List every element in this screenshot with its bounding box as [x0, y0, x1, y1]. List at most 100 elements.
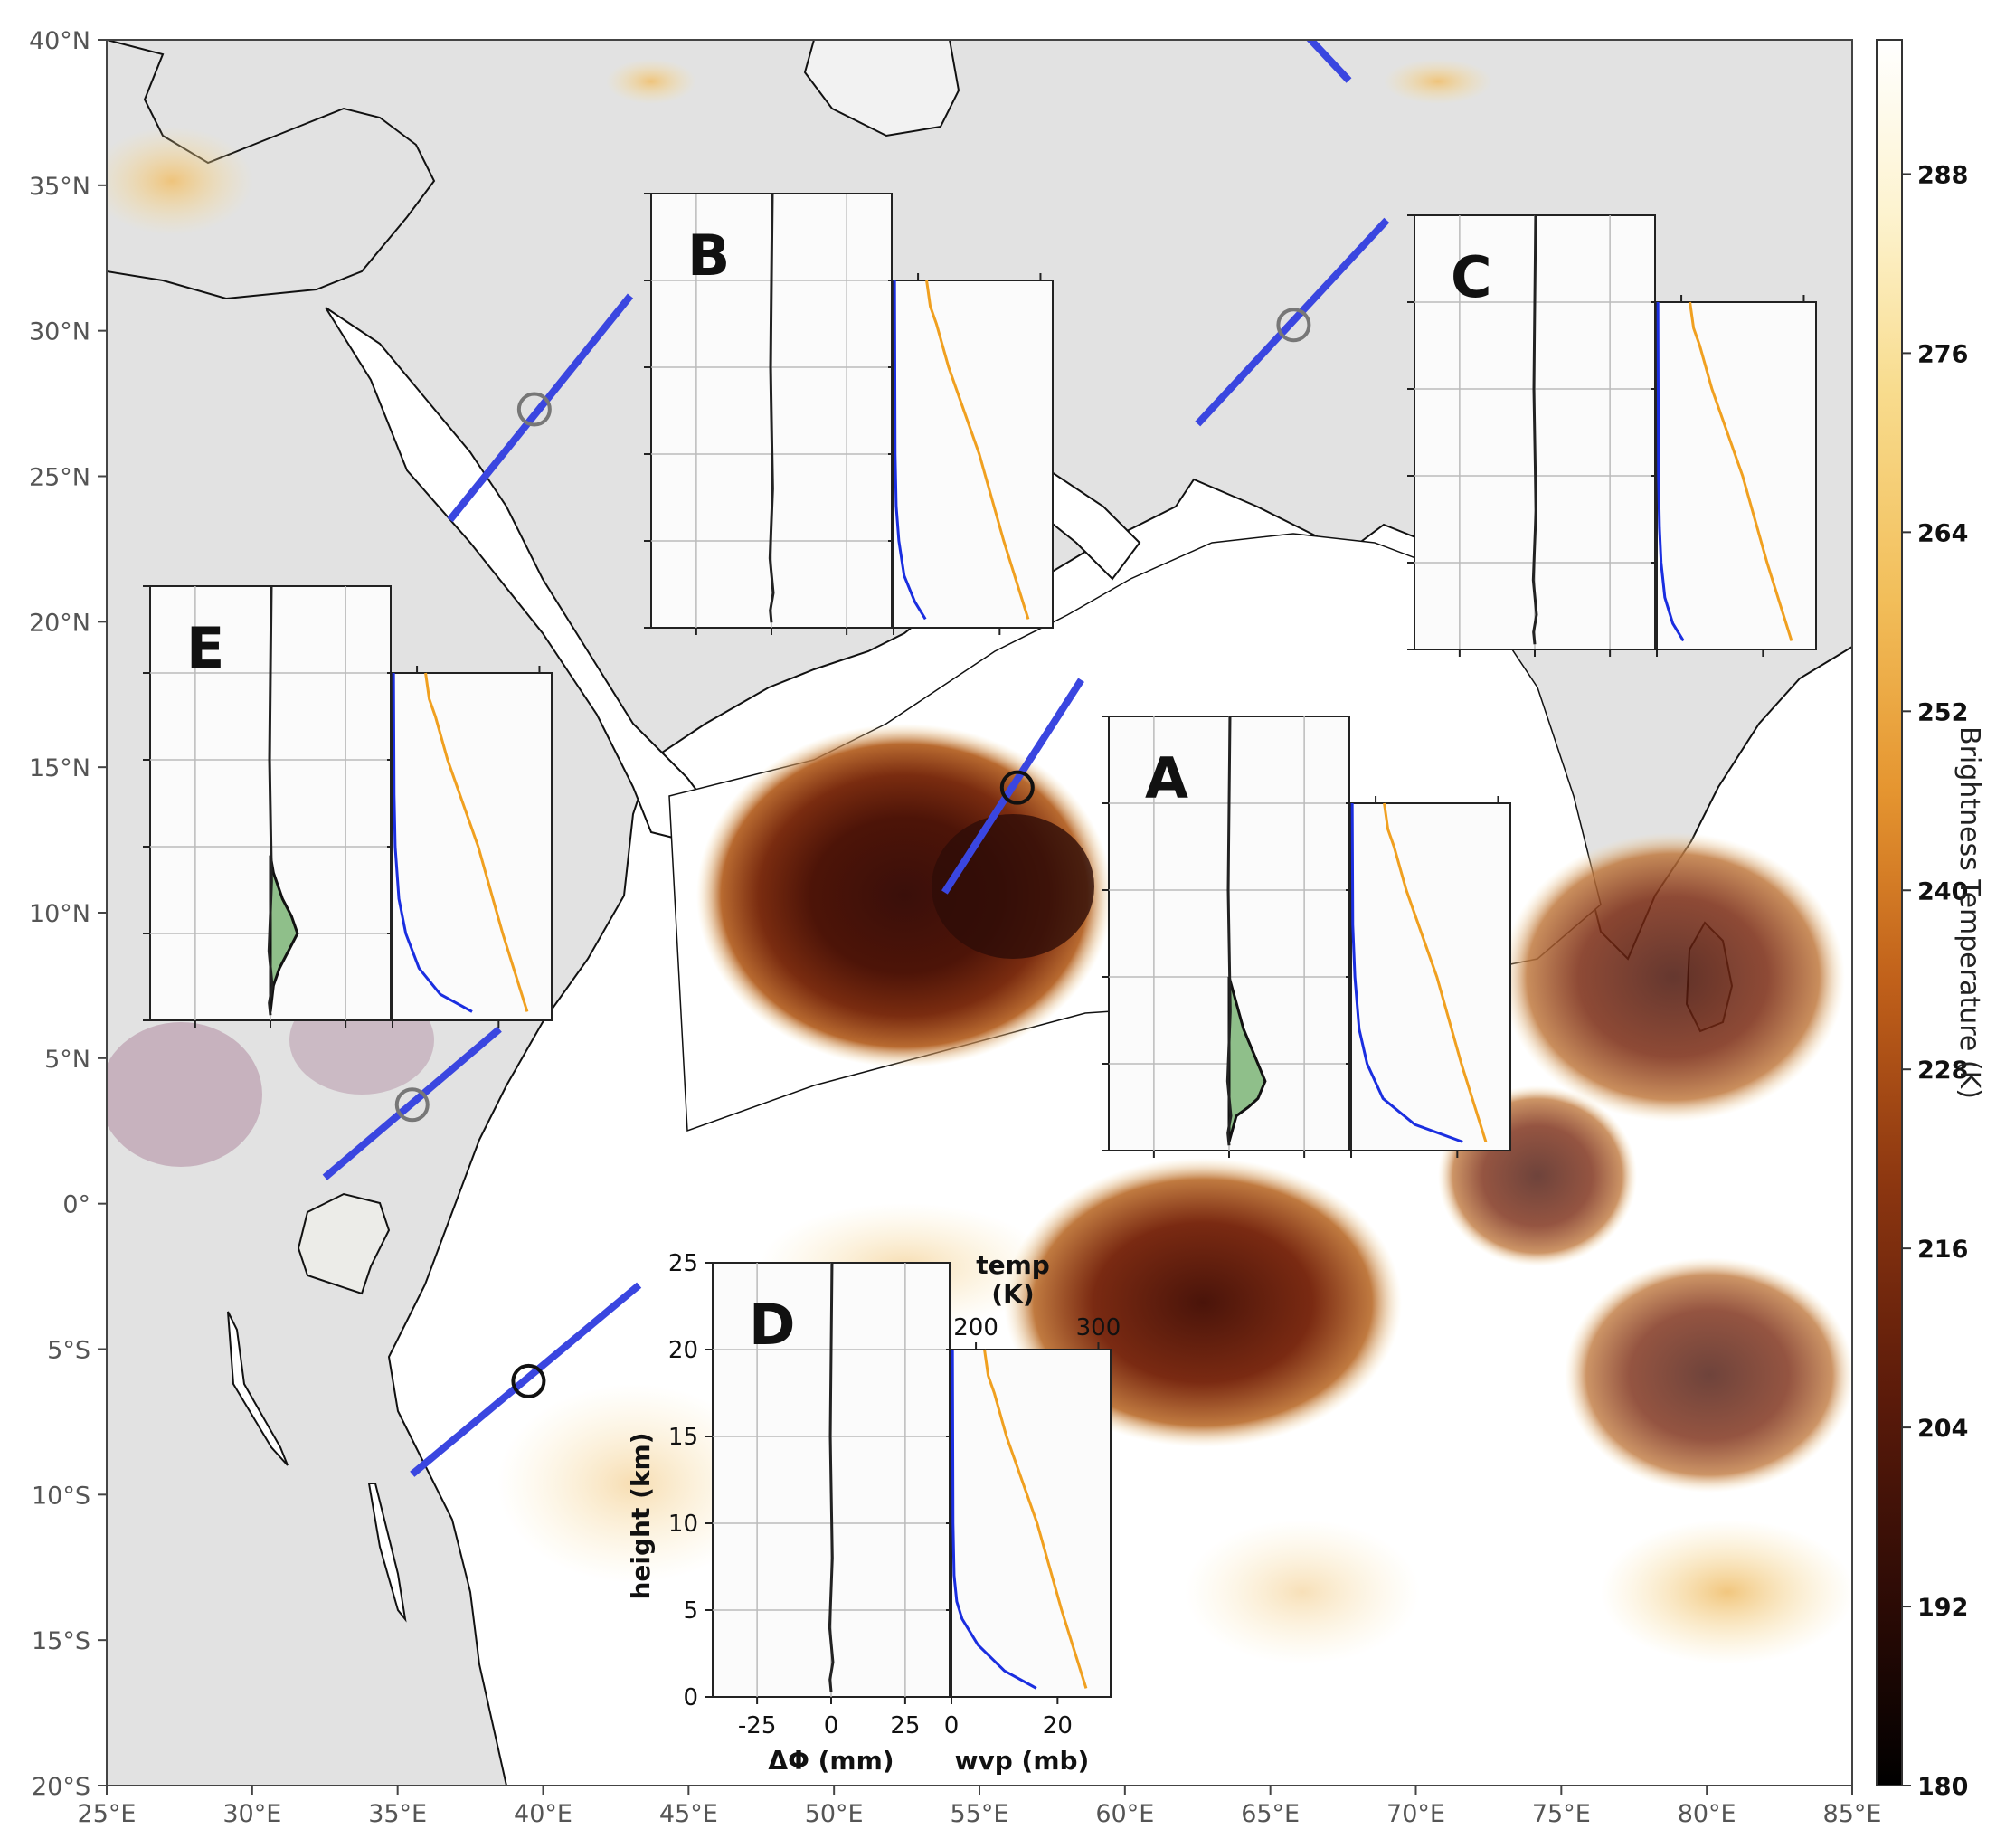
height-tick-label: 0 [683, 1684, 698, 1711]
lon-tick-label: 40°E [514, 1800, 572, 1828]
wvp-profile [893, 280, 927, 621]
colorbar-label: Brightness Temperature (K) [1954, 726, 1985, 1099]
height-tick-label: 10 [668, 1511, 698, 1538]
lon-tick-label: 75°E [1532, 1800, 1591, 1828]
colorbar-ticks: 288 276 264 252 240 228 216 204 192 180 [1902, 161, 1968, 1801]
dphi-tick-label: 0 [824, 1712, 839, 1739]
colorbar-tick-label: 276 [1917, 340, 1968, 368]
inset-d: D 0 5 10 15 20 25 height (km) -25 0 25 ΔΦ (mm) 0 20 wv… [626, 1250, 1121, 1776]
colorbar-tick-label: 288 [1917, 161, 1968, 189]
transect-line [447, 293, 634, 523]
lat-tick-label: 20°S [32, 1773, 90, 1801]
wvp-profile [1350, 802, 1463, 1143]
colorbar-tick-label: 204 [1917, 1415, 1968, 1443]
lon-tick-label: 30°E [222, 1800, 281, 1828]
dphi-line [828, 1262, 835, 1692]
dphi-line [267, 585, 274, 1016]
dphi-tick-label: -25 [738, 1712, 776, 1739]
lat-tick-label: 10°N [29, 900, 90, 928]
height-tick-label: 20 [668, 1337, 698, 1364]
inset-label: A [1145, 745, 1188, 811]
transect-line [1195, 217, 1390, 427]
temp-axis-unit: (K) [991, 1279, 1034, 1309]
wvp-profile [951, 1349, 1037, 1690]
lat-tick-label: 10°S [32, 1482, 90, 1510]
inset-label: C [1451, 244, 1492, 310]
lake-tanganyika [227, 1311, 289, 1466]
lon-tick-label: 35°E [368, 1800, 427, 1828]
wvp-axis-label: wvp (mb) [955, 1746, 1090, 1776]
temp-wvp-panel [951, 1349, 1112, 1698]
temperature-profile [1689, 301, 1793, 641]
temperature-profile [925, 280, 1030, 620]
height-tick-label: 5 [683, 1597, 698, 1625]
transect-marker [511, 1363, 546, 1398]
temp-axis-label: temp [976, 1250, 1050, 1280]
inset-c: C [1407, 214, 1817, 657]
lat-tick-label: 0° [62, 1191, 90, 1219]
colorbar-tick-label: 252 [1917, 698, 1968, 726]
dphi-fill [1227, 976, 1267, 1142]
wvp-profile [392, 672, 473, 1013]
transect-line [1305, 40, 1352, 83]
dphi-tick-label: 25 [890, 1712, 920, 1739]
lon-tick-label: 80°E [1678, 1800, 1736, 1828]
temp-wvp-panel [1656, 301, 1817, 650]
lon-tick-label: 55°E [951, 1800, 1009, 1828]
wvp-tick-label: 0 [944, 1712, 960, 1739]
lon-tick-label: 25°E [78, 1800, 137, 1828]
colorbar-tick-label: 228 [1917, 1057, 1968, 1085]
transect-line [941, 678, 1084, 895]
colorbar-tick-label: 216 [1917, 1236, 1968, 1264]
lat-tick-label: 20°N [29, 609, 90, 637]
transect-line [322, 1026, 502, 1180]
lon-tick-label: 85°E [1823, 1800, 1882, 1828]
temperature-profile [983, 1349, 1088, 1689]
transect-tracks [322, 40, 1390, 1477]
inset-label: D [749, 1292, 795, 1358]
lon-tick-label: 65°E [1241, 1800, 1300, 1828]
temp-tick-label: 200 [953, 1314, 998, 1341]
lat-tick-label: 25°N [29, 464, 90, 492]
transect-marker [1276, 308, 1311, 343]
inset-a: A [1102, 716, 1511, 1158]
lat-tick-label: 30°N [29, 318, 90, 346]
temp-tick-label: 300 [1076, 1314, 1121, 1341]
map-axes: 25°E 30°E 35°E 40°E 45°E 50°E 55°E 60°E 65°E 70°E… [29, 27, 1882, 1828]
lake-victoria [297, 1192, 391, 1295]
wvp-profile [1656, 301, 1685, 642]
dphi-line [1225, 716, 1233, 1146]
temperature-profile [1383, 802, 1488, 1142]
transect-line [410, 1282, 642, 1477]
lon-tick-label: 70°E [1386, 1800, 1445, 1828]
height-tick-label: 25 [668, 1250, 698, 1277]
colorbar: 288 276 264 252 240 228 216 204 192 180 Brightnes… [1876, 39, 1985, 1801]
lat-tick-label: 15°S [32, 1627, 90, 1655]
lon-tick-label: 45°E [659, 1800, 718, 1828]
lat-tick-label: 40°N [29, 27, 90, 55]
lat-tick-label: 35°N [29, 173, 90, 201]
inset-label: B [687, 223, 730, 289]
temp-wvp-panel [1350, 802, 1511, 1151]
lat-tick-label: 5°N [44, 1046, 90, 1074]
lat-tick-label: 15°N [29, 754, 90, 782]
lon-tick-label: 60°E [1095, 1800, 1154, 1828]
inset-b: B [644, 193, 1054, 635]
height-axis-label: height (km) [626, 1432, 656, 1599]
transect-marker [394, 1087, 430, 1123]
colorbar-tick-label: 180 [1917, 1773, 1968, 1801]
caspian-sea [803, 40, 960, 137]
temp-wvp-panel [893, 280, 1054, 629]
dphi-axis-label: ΔΦ (mm) [768, 1746, 894, 1776]
lon-tick-label: 50°E [805, 1800, 864, 1828]
colorbar-tick-label: 240 [1917, 877, 1968, 905]
dphi-line [768, 193, 775, 623]
transect-marker [999, 770, 1035, 805]
lake-malawi [367, 1483, 407, 1623]
inset-label: E [186, 615, 224, 681]
height-tick-label: 15 [668, 1424, 698, 1451]
temperature-profile [424, 672, 529, 1012]
transect-marker [516, 392, 552, 427]
colorbar-ramp [1876, 39, 1903, 1786]
